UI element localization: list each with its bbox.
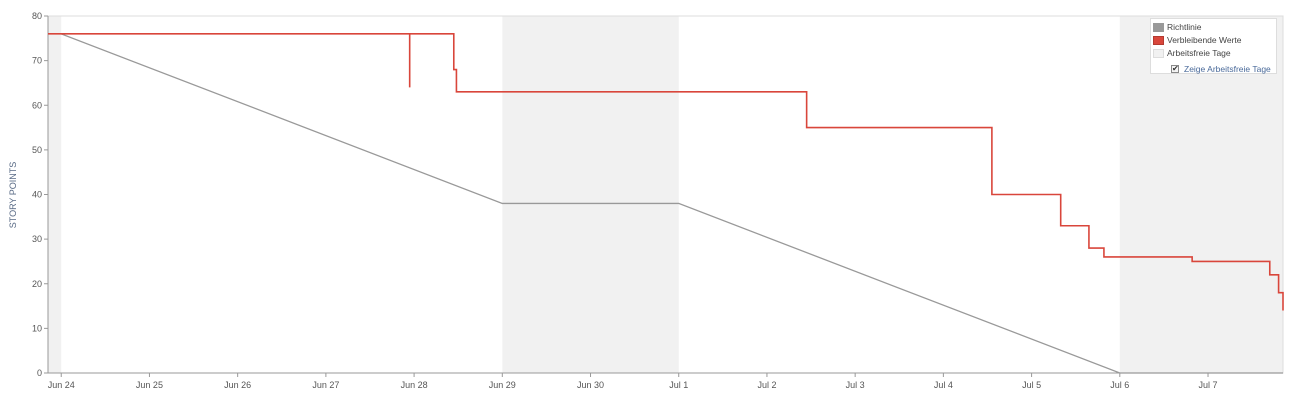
x-tick-label: Jul 5 — [1022, 380, 1041, 390]
y-tick-label: 50 — [32, 145, 42, 155]
y-tick-label: 70 — [32, 56, 42, 66]
show-non-working-days-toggle[interactable]: ✔ Zeige Arbeitsfreie Tage — [1171, 63, 1271, 75]
y-tick-label: 10 — [32, 323, 42, 333]
y-tick-label: 0 — [37, 368, 42, 378]
y-tick-label: 20 — [32, 279, 42, 289]
x-tick-label: Jun 27 — [312, 380, 339, 390]
legend-swatch-verbleibende-werte — [1153, 35, 1164, 45]
x-tick-label: Jun 29 — [489, 380, 516, 390]
y-axis-title: STORY POINTS — [8, 162, 18, 229]
series-line-verbleibende-werte — [48, 33, 1284, 311]
y-axis-ticks: 0 10 20 30 40 50 60 70 80 — [32, 11, 48, 378]
legend-swatch-richtlinie — [1153, 22, 1164, 32]
y-tick-label: 80 — [32, 11, 42, 21]
x-tick-label: Jun 24 — [48, 380, 75, 390]
legend-item-arbeitsfreie-tage[interactable]: Arbeitsfreie Tage — [1153, 47, 1231, 59]
x-tick-label: Jul 6 — [1110, 380, 1129, 390]
x-axis-ticks: Jun 24 Jun 25 Jun 26 Jun 27 Jun 28 Jun 29 Jun … — [48, 373, 1218, 390]
x-tick-label: Jun 30 — [577, 380, 604, 390]
x-tick-label: Jun 28 — [401, 380, 428, 390]
x-tick-label: Jul 3 — [846, 380, 865, 390]
y-tick-label: 30 — [32, 234, 42, 244]
non-working-band — [1119, 16, 1283, 373]
non-working-bands — [48, 16, 1283, 373]
legend-label: Richtlinie — [1167, 22, 1202, 32]
x-tick-label: Jun 26 — [224, 380, 251, 390]
x-tick-label: Jul 7 — [1199, 380, 1218, 390]
x-tick-label: Jul 4 — [934, 380, 953, 390]
legend-label: Verbleibende Werte — [1167, 35, 1242, 45]
y-tick-label: 40 — [32, 190, 42, 200]
toggle-label: Zeige Arbeitsfreie Tage — [1184, 64, 1271, 74]
legend-item-verbleibende-werte[interactable]: Verbleibende Werte — [1153, 34, 1242, 46]
legend-label: Arbeitsfreie Tage — [1167, 48, 1231, 58]
x-tick-label: Jul 1 — [669, 380, 688, 390]
non-working-band — [48, 16, 62, 373]
y-tick-label: 60 — [32, 100, 42, 110]
legend-swatch-arbeitsfreie-tage — [1153, 48, 1164, 58]
x-tick-label: Jun 25 — [136, 380, 163, 390]
non-working-band — [502, 16, 679, 373]
x-tick-label: Jul 2 — [757, 380, 776, 390]
legend: Richtlinie Verbleibende Werte Arbeitsfre… — [1150, 18, 1277, 74]
checkbox-icon[interactable]: ✔ — [1171, 64, 1179, 73]
series-lines — [48, 33, 1284, 374]
legend-item-richtlinie[interactable]: Richtlinie — [1153, 21, 1202, 33]
